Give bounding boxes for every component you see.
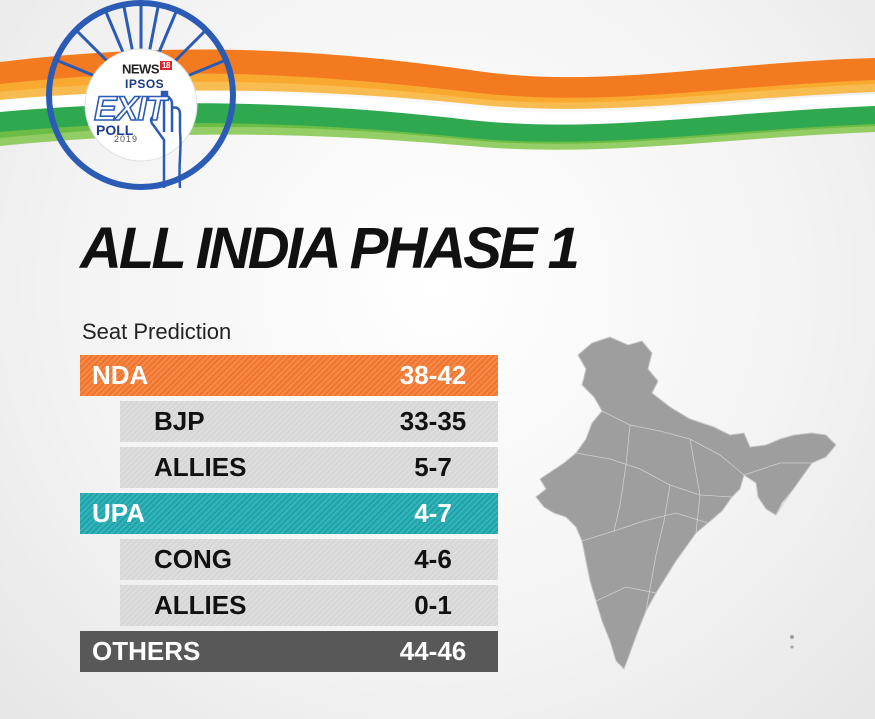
india-map-icon (535, 336, 837, 670)
row-nda-allies: ALLIES 5-7 (120, 447, 498, 488)
row-label: ALLIES (154, 452, 247, 482)
row-label: CONG (154, 544, 232, 574)
row-others: OTHERS 44-46 (80, 631, 498, 672)
row-label: UPA (92, 498, 145, 528)
row-value: 38-42 (399, 360, 467, 390)
news18-ipsos-exit-poll-logo: NEWS 18 IPSOS EXIT POLL 2019 (46, 0, 236, 195)
voting-finger-icon (149, 90, 182, 189)
seat-prediction-heading: Seat Prediction (82, 319, 232, 344)
page-title: ALL INDIA PHASE 1 (80, 216, 580, 281)
row-label: BJP (154, 406, 205, 436)
ashoka-chakra-logo-icon (46, 0, 236, 190)
row-upa-allies: ALLIES 0-1 (120, 585, 498, 626)
row-upa: UPA 4-7 (80, 493, 498, 534)
row-label: OTHERS (92, 636, 201, 666)
news18-brand: NEWS 18 (122, 61, 172, 77)
row-value: 4-6 (414, 544, 452, 574)
ipsos-brand: IPSOS (125, 77, 165, 91)
exit-logo-text: EXIT (93, 89, 167, 129)
row-label: ALLIES (154, 590, 247, 620)
row-value: 5-7 (414, 452, 452, 482)
row-cong: CONG 4-6 (120, 539, 498, 580)
row-bjp: BJP 33-35 (120, 401, 498, 442)
row-nda: NDA 38-42 (80, 355, 498, 396)
row-label: NDA (92, 360, 149, 390)
logo-year: 2019 (114, 134, 139, 144)
row-value: 4-7 (414, 498, 452, 528)
row-value: 0-1 (414, 590, 452, 620)
row-value: 44-46 (399, 636, 467, 666)
poll-logo-text: POLL (96, 122, 134, 138)
row-value: 33-35 (399, 406, 467, 436)
